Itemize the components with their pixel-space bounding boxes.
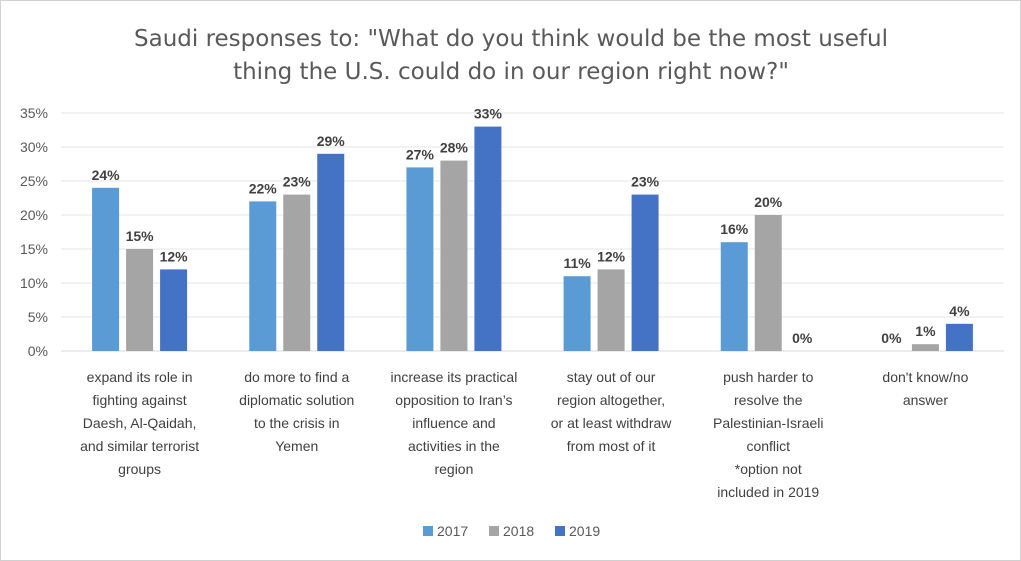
category-label-line: increase its practical [391,369,518,385]
category-label-line: conflict [746,438,790,454]
bar-2019-cat-1 [317,153,345,351]
category-label-line: included in 2019 [717,484,819,500]
y-tick-label: 5% [28,309,48,325]
chart-title: Saudi responses to: "What do you think w… [134,26,888,85]
category-label-line: resolve the [734,392,803,408]
category-label-line: Palestinian-Israeli [713,415,824,431]
category-label-line: expand its role in [87,369,193,385]
category-label-line: region [434,461,473,477]
y-tick-label: 25% [20,173,48,189]
legend-label-2017: 2017 [437,523,468,539]
category-label-line: groups [118,461,161,477]
category-label-line: fighting against [92,392,186,408]
category-labels: expand its role in fighting against Daesh,… [80,369,969,500]
bar-2019-cat-0 [160,269,188,351]
bar-2017-cat-1 [249,201,277,351]
data-label-2017-cat-2: 27% [406,146,435,162]
bar-2018-cat-5 [911,344,939,351]
category-label-line: influence and [412,415,495,431]
legend: 2017 2018 2019 [423,523,600,539]
legend-swatch-2017 [423,526,433,536]
bar-2019-cat-2 [474,126,502,351]
bar-2017-cat-3 [563,276,591,351]
bar-2018-cat-3 [597,269,625,351]
data-label-2019-cat-2: 33% [474,106,503,122]
category-label-line: don't know/no [882,369,968,385]
category-label-line: or at least withdraw [551,415,672,431]
data-label-2018-cat-4: 20% [754,194,783,210]
y-tick-label: 15% [20,241,48,257]
legend-label-2019: 2019 [569,523,600,539]
legend-label-2018: 2018 [503,523,534,539]
bar-2019-cat-3 [631,194,659,351]
y-tick-label: 0% [28,343,48,359]
chart-title-line: thing the U.S. could do in our region ri… [233,59,789,85]
chart-title-line: Saudi responses to: "What do you think w… [134,26,888,52]
data-label-2017-cat-0: 24% [92,167,121,183]
data-label-2017-cat-5: 0% [881,330,902,346]
legend-swatch-2018 [489,526,499,536]
category-label-line: activities in the [408,438,500,454]
category-label-line: to the crisis in [254,415,340,431]
bar-2017-cat-4 [720,242,748,351]
bar-2017-cat-2 [406,167,434,351]
bar-2018-cat-0 [126,249,154,351]
data-label-2019-cat-3: 23% [631,174,660,190]
data-label-2018-cat-3: 12% [597,248,626,264]
y-tick-label: 10% [20,275,48,291]
bar-2017-cat-0 [92,187,120,351]
bar-2018-cat-1 [283,194,311,351]
category-label-line: do more to find a [244,369,349,385]
data-label-2017-cat-3: 11% [563,255,591,271]
category-label-line: Yemen [275,438,318,454]
y-tick-label: 30% [20,139,48,155]
category-label-line: opposition to Iran’s [395,392,512,408]
data-label-2019-cat-1: 29% [317,133,346,149]
data-label-2019-cat-4: 0% [792,330,813,346]
data-label-2018-cat-1: 23% [283,174,312,190]
bar-2018-cat-2 [440,160,468,351]
category-label-line: and similar terrorist [80,438,199,454]
data-label-2019-cat-5: 4% [949,303,970,319]
data-label-2018-cat-0: 15% [126,228,155,244]
category-label-line: *option not [735,461,802,477]
y-axis-ticks: 0% 5% 10% 15% 20% 25% 30% 35% [20,105,48,359]
data-label-2017-cat-4: 16% [720,221,749,237]
bars [92,126,973,351]
category-label-line: from most of it [567,438,656,454]
data-label-2017-cat-1: 22% [249,180,278,196]
data-label-2019-cat-0: 12% [160,248,189,264]
y-tick-label: 20% [20,207,48,223]
category-label-line: stay out of our [567,369,656,385]
data-labels: 24% 15% 12% 22% 23% 29% 27% 28% 33% 11% 12% 23% 16% 2… [92,106,971,346]
category-label-line: diplomatic solution [239,392,354,408]
data-label-2018-cat-5: 1% [915,323,936,339]
category-label-line: Daesh, Al-Qaidah, [83,415,197,431]
gridlines [61,112,1004,352]
data-label-2018-cat-2: 28% [440,140,469,156]
legend-swatch-2019 [555,526,565,536]
category-label-line: answer [903,392,948,408]
bar-2018-cat-4 [754,215,782,351]
category-label-line: region altogether, [557,392,665,408]
bar-2019-cat-5 [945,323,973,351]
category-label-line: push harder to [723,369,813,385]
y-tick-label: 35% [20,105,48,121]
